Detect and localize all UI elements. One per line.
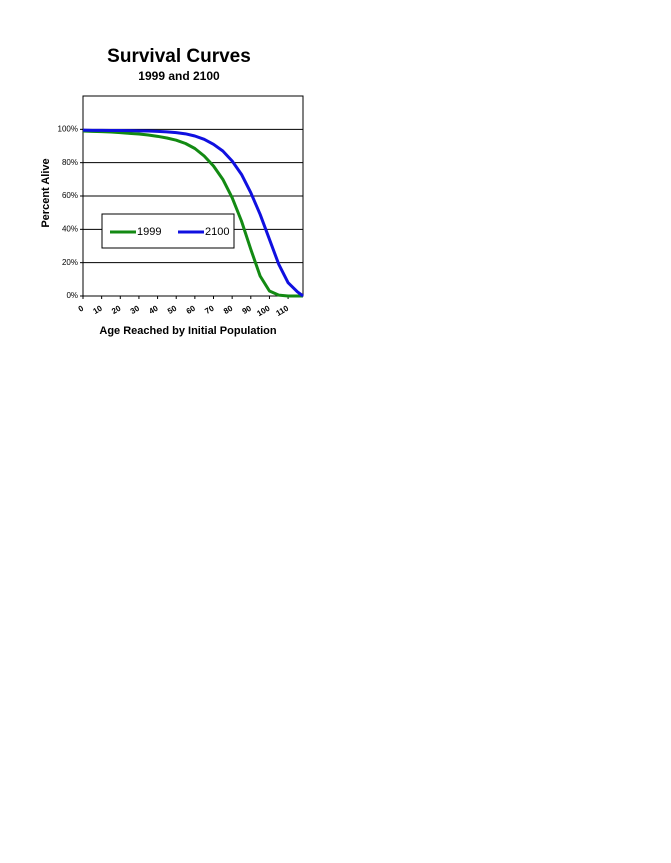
x-tick-label: 30 bbox=[129, 303, 142, 316]
x-tick-label: 100 bbox=[255, 303, 272, 318]
chart-subtitle: 1999 and 2100 bbox=[138, 69, 220, 83]
x-tick-label: 60 bbox=[185, 303, 198, 316]
x-tick-label: 70 bbox=[203, 303, 216, 316]
x-tick-label: 20 bbox=[110, 303, 123, 316]
y-tick-label: 80% bbox=[62, 158, 78, 167]
legend-label: 2100 bbox=[205, 226, 229, 238]
y-tick-label: 60% bbox=[62, 191, 78, 200]
plot-frame bbox=[82, 95, 304, 297]
x-tick-label: 90 bbox=[241, 303, 254, 316]
chart-title: Survival Curves bbox=[107, 46, 251, 67]
y-axis-label: Percent Alive bbox=[40, 158, 52, 227]
x-tick-label: 80 bbox=[222, 303, 235, 316]
y-tick-label: 0% bbox=[66, 291, 78, 300]
y-tick-label: 100% bbox=[58, 124, 78, 133]
series-line bbox=[82, 128, 304, 298]
x-tick-label: 40 bbox=[147, 303, 160, 316]
x-axis-label: Age Reached by Initial Population bbox=[99, 325, 277, 337]
x-tick-label: 110 bbox=[274, 303, 290, 318]
x-tick-label: 50 bbox=[166, 303, 179, 316]
legend-label: 1999 bbox=[137, 226, 161, 238]
y-tick-label: 40% bbox=[62, 224, 78, 233]
x-tick-label: 10 bbox=[91, 303, 104, 316]
series-line bbox=[82, 129, 303, 298]
y-tick-label: 20% bbox=[62, 258, 78, 267]
x-tick-label: 0 bbox=[77, 303, 86, 313]
